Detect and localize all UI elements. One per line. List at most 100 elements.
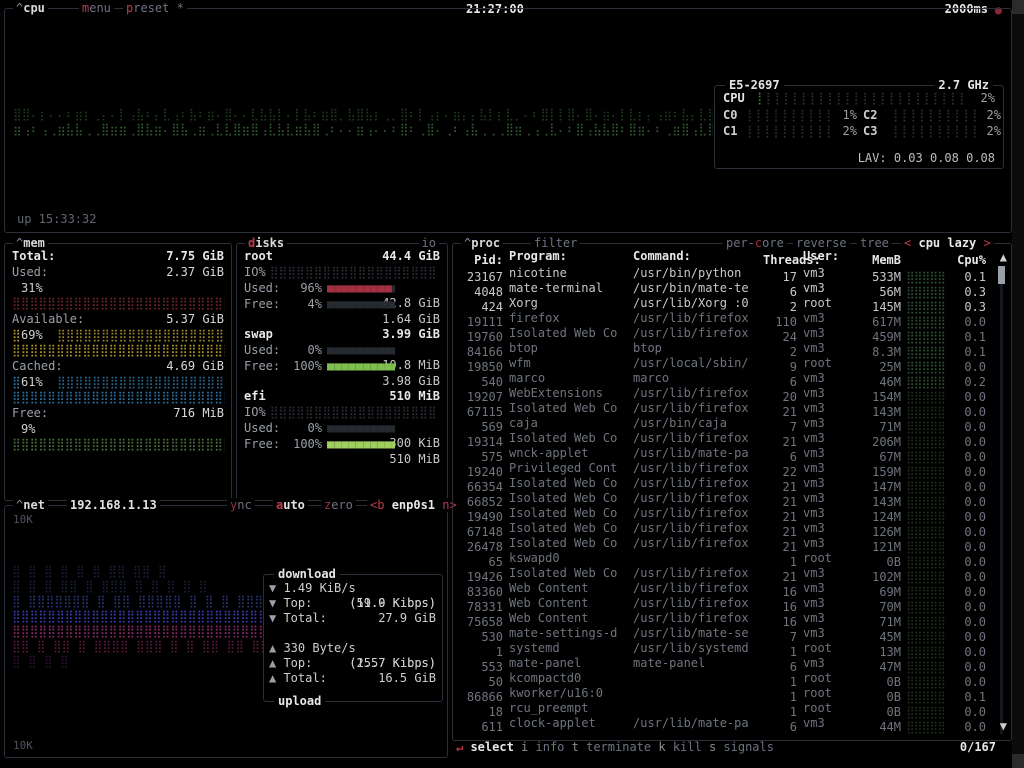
sort-field-selector[interactable]: < cpu lazy > (901, 236, 994, 250)
core-0-label: C0 (723, 108, 738, 122)
process-row[interactable]: 424 Xorg/usr/lib/Xorg :0 2 root 145M ⣿⣿⣿⣿⣿ 0.3 (459, 296, 995, 314)
process-cpu: 0.0 (964, 495, 986, 509)
cpu-title-sup: ^ (16, 1, 24, 15)
process-row[interactable]: 67115 Isolated Web Co/usr/lib/firefox 21 vm… (459, 401, 995, 419)
process-row[interactable]: 67148 Isolated Web Co/usr/lib/firefox 21 vm… (459, 521, 995, 539)
disk-stat-value: 3.98 GiB (382, 374, 440, 388)
process-program: kswapd0 (509, 551, 560, 565)
download-stat-label: Total: (283, 611, 327, 625)
reverse-toggle[interactable]: reverse (793, 236, 850, 250)
col-program[interactable]: Program: (509, 249, 567, 263)
processes-panel-title[interactable]: ^proc (461, 236, 504, 250)
process-memory: 8.3M (872, 345, 901, 359)
footer-key-select[interactable]: ↵ select (456, 740, 514, 754)
process-row[interactable]: 66354 Isolated Web Co/usr/lib/firefox 21 vm… (459, 476, 995, 494)
process-row[interactable]: 611 clock-applet/usr/lib/mate-pa 6 vm3 44M ⣿⣿… (459, 716, 995, 734)
col-command[interactable]: Command: (633, 249, 691, 263)
col-cpu[interactable]: Cpu% (957, 253, 986, 267)
cpu-total-label: CPU (723, 91, 745, 105)
preset-button[interactable]: preset * (123, 1, 187, 15)
iface-next-icon[interactable]: n> (442, 498, 457, 512)
process-memory: 0B (886, 555, 901, 569)
process-row[interactable]: 83360 Web Content/usr/lib/firefox 16 vm3 69M… (459, 581, 995, 599)
tree-toggle[interactable]: tree (857, 236, 892, 250)
memory-panel-title[interactable]: ^mem (13, 236, 48, 250)
disk-stat-pct: 0% (307, 421, 322, 435)
process-row[interactable]: 553 mate-panel mate-panel 6 vm3 47M ⣿⣿⣿⣿⣿ 0.0 (459, 656, 995, 674)
update-rate-label[interactable]: 2000ms (944, 2, 988, 16)
footer-key-signals[interactable]: s signals (709, 740, 774, 754)
mem-graph: ⣿⣿⣿⣿⣿⣿⣿⣿⣿⣿⣿⣿⣿⣿⣿⣿⣿⣿⣿⣿⣿⣿⣿⣿⣿⣿⣿⣿⣿⣿⣿⣿⣿⣿⣿⣿⣿⣿⣿⣿… (12, 437, 225, 451)
col-memb[interactable]: MemB (872, 253, 901, 267)
disks-hotkey: d (248, 236, 256, 250)
process-row[interactable]: 569 caja/usr/bin/caja 7 vm3 71M ⣿⣿⣿⣿⣿ 0.0 (459, 416, 995, 434)
process-pid: 84166 (466, 345, 503, 359)
disks-io-toggle[interactable]: io (418, 236, 439, 250)
disks-panel-title[interactable]: disks (245, 236, 288, 250)
scrollbar-thumb[interactable] (998, 266, 1005, 284)
scrollbar-track[interactable] (1000, 266, 1003, 734)
disk-line: Free: 100% ■■■■■■■■■■ 510 MiB (244, 437, 440, 466)
scroll-up-icon[interactable]: ▲ (999, 250, 1007, 264)
scroll-down-icon[interactable]: ▼ (999, 719, 1007, 733)
process-row[interactable]: 530 mate-settings-d/usr/lib/mate-se 7 vm3 45… (459, 626, 995, 644)
memory-panel: ^mem Total: 7.75 GiB Used: 2.37 GiB 31% ⣿⣿⣿⣿⣿… (4, 236, 232, 501)
mem-mini-bar: ⣿ (12, 375, 20, 389)
process-filter-button[interactable]: filter (531, 236, 581, 250)
network-panel-title[interactable]: ^net (13, 498, 48, 512)
iface-name: enp0s1 (391, 498, 436, 512)
process-row[interactable]: 78331 Web Content/usr/lib/firefox 16 vm3 70M… (459, 596, 995, 614)
process-row[interactable]: 50 kcompactd0 1 root 0B ⣿⣿⣿⣿⣿ 0.0 (459, 671, 995, 689)
per-core-toggle[interactable]: per-core (723, 236, 787, 250)
iface-prev-icon[interactable]: <b (370, 498, 385, 512)
terminal-scroll-up-icon[interactable] (1012, 0, 1024, 14)
terminal-scroll-down-icon[interactable] (1012, 754, 1024, 768)
process-row[interactable]: 65 kswapd0 1 root 0B ⣿⣿⣿⣿⣿ 0.0 (459, 551, 995, 569)
sort-next-icon[interactable]: > (983, 236, 991, 250)
process-row[interactable]: 19240 Privileged Cont/usr/lib/firefox 22 vm… (459, 461, 995, 479)
process-command: /usr/lib/firefox (633, 536, 749, 550)
process-row[interactable]: 18 rcu_preempt 1 root 0B ⣿⣿⣿⣿⣿ 0.0 (459, 701, 995, 719)
cpu-panel-title[interactable]: ^cpu (13, 1, 48, 15)
process-row[interactable]: 575 wnck-applet/usr/lib/mate-pa 6 vm3 67M ⣿⣿⣿… (459, 446, 995, 464)
process-row[interactable]: 86866 kworker/u16:0 1 root 0B ⣿⣿⣿⣿⣿ 0.1 (459, 686, 995, 704)
process-pid: 19111 (466, 315, 503, 329)
process-row[interactable]: 19207 WebExtensions/usr/lib/firefox 20 vm3 1… (459, 386, 995, 404)
process-list[interactable]: 23167 nicotine/usr/bin/python 17 vm3 533M ⣿⣿⣿… (459, 266, 995, 734)
process-threads: 1 (789, 675, 797, 689)
process-row[interactable]: 540 marco marco 6 vm3 46M ⣿⣿⣿⣿⣿ 0.2 (459, 371, 995, 389)
process-row[interactable]: 19426 Isolated Web Co/usr/lib/firefox 21 vm… (459, 566, 995, 584)
process-row[interactable]: 19314 Isolated Web Co/usr/lib/firefox 21 vm… (459, 431, 995, 449)
process-row[interactable]: 84166 btop btop 2 vm3 8.3M ⣿⣿⣿⣿⣿ 0.1 (459, 341, 995, 359)
mem-row-free: Free: 716 MiB (12, 406, 224, 421)
disk-stat-value: 42.8 GiB (382, 296, 440, 310)
network-sync-button[interactable]: ync (227, 498, 255, 512)
process-row[interactable]: 19490 Isolated Web Co/usr/lib/firefox 21 vm… (459, 506, 995, 524)
process-row[interactable]: 66852 Isolated Web Co/usr/lib/firefox 21 vm… (459, 491, 995, 509)
process-row[interactable]: 23167 nicotine/usr/bin/python 17 vm3 533M ⣿⣿⣿… (459, 266, 995, 284)
terminal-scroll-track[interactable] (1012, 14, 1024, 754)
menu-button[interactable]: menu (79, 1, 114, 15)
footer-key-kill[interactable]: k kill (658, 740, 701, 754)
col-user[interactable]: User: (803, 249, 840, 263)
process-row[interactable]: 26478 Isolated Web Co/usr/lib/firefox 21 vm… (459, 536, 995, 554)
network-zero-button[interactable]: zero (321, 498, 356, 512)
sort-prev-icon[interactable]: < (904, 236, 912, 250)
col-pid[interactable]: Pid: (474, 253, 503, 267)
process-pid: 66354 (466, 480, 503, 494)
process-scrollbar[interactable] (998, 266, 1005, 734)
process-row[interactable]: 4048 mate-terminal/usr/bin/mate-te 6 vm3 56M… (459, 281, 995, 299)
process-row[interactable]: 1 systemd/usr/lib/systemd 1 root 13M ⣿⣿⣿⣿⣿ 0.0 (459, 641, 995, 659)
terminal-scrollbar[interactable] (1012, 0, 1024, 768)
process-row[interactable]: 75658 Web Content/usr/lib/firefox 16 vm3 71M… (459, 611, 995, 629)
disks-panel: disks io root 44.4 GiB IO% ⣿⣿⣿⣿⣿⣿⣿⣿⣿⣿⣿⣿⣿⣿⣿⣿… (236, 236, 448, 501)
process-row[interactable]: 19111 firefox/usr/lib/firefox 110 vm3 617M ⣿⣿… (459, 311, 995, 329)
proc-title-text: proc (471, 236, 501, 250)
process-row[interactable]: 19850 wfm/usr/local/sbin/9 root 25M ⣿⣿⣿⣿⣿ 0.0 (459, 356, 995, 374)
network-auto-button[interactable]: auto (273, 498, 308, 512)
network-interface-selector[interactable]: <b enp0s1 n> (367, 498, 460, 512)
process-cpu-sparkline: ⣿⣿⣿⣿⣿ (906, 450, 946, 464)
process-row[interactable]: 19760 Isolated Web Co/usr/lib/firefox 24 vm… (459, 326, 995, 344)
footer-key-info[interactable]: i info (521, 740, 564, 754)
footer-key-terminate[interactable]: t terminate (572, 740, 651, 754)
